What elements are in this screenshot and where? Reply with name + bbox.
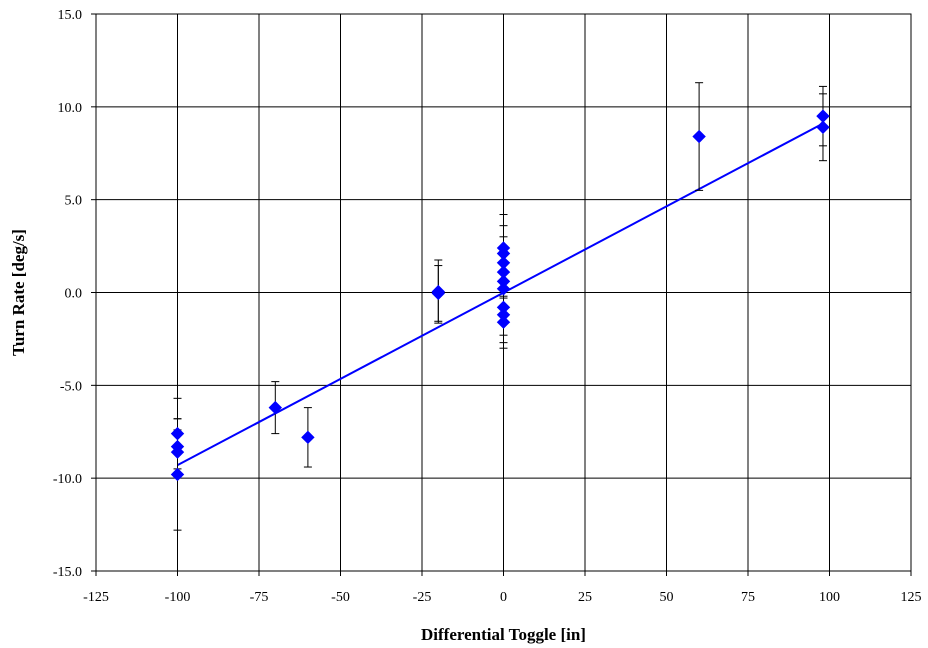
data-point	[301, 430, 315, 445]
data-point	[692, 129, 706, 144]
data-point	[170, 445, 185, 459]
x-tick-label: -75	[250, 590, 269, 605]
x-tick-label: 75	[741, 590, 755, 605]
data-point	[170, 426, 185, 441]
data-markers	[170, 109, 830, 482]
x-tick-label: 125	[901, 590, 922, 605]
y-axis-title: Turn Rate [deg/s]	[9, 229, 28, 356]
data-point	[268, 400, 283, 415]
y-tick-label: 5.0	[65, 194, 83, 209]
data-point	[170, 467, 185, 482]
x-tick-label: 50	[660, 590, 674, 605]
y-tick-label: 0.0	[65, 287, 83, 302]
y-tick-label: -15.0	[53, 565, 82, 580]
x-axis-title: Differential Toggle [in]	[421, 625, 586, 644]
x-tick-label: 0	[500, 590, 507, 605]
x-axis-ticks: -125 -100 -75 -50 -25 0 25 50 75 100 125	[83, 571, 922, 605]
x-tick-label: -125	[83, 590, 109, 605]
y-axis-ticks: -15.0 -10.0 -5.0 0.0 5.0 10.0 15.0	[53, 8, 96, 580]
data-point	[431, 286, 446, 301]
x-tick-label: 100	[819, 590, 840, 605]
x-tick-label: -100	[165, 590, 191, 605]
x-tick-label: 25	[578, 590, 592, 605]
fit-line-group	[177, 122, 824, 467]
y-tick-label: 10.0	[58, 101, 83, 116]
data-point	[496, 282, 511, 296]
x-tick-label: -50	[331, 590, 350, 605]
fit-line	[177, 122, 824, 467]
y-tick-label: -5.0	[60, 379, 82, 394]
data-point	[816, 120, 830, 134]
x-tick-label: -25	[413, 590, 432, 605]
data-point	[496, 315, 511, 329]
y-tick-label: -10.0	[53, 472, 82, 487]
y-tick-label: 15.0	[58, 8, 83, 23]
data-point	[816, 109, 830, 123]
